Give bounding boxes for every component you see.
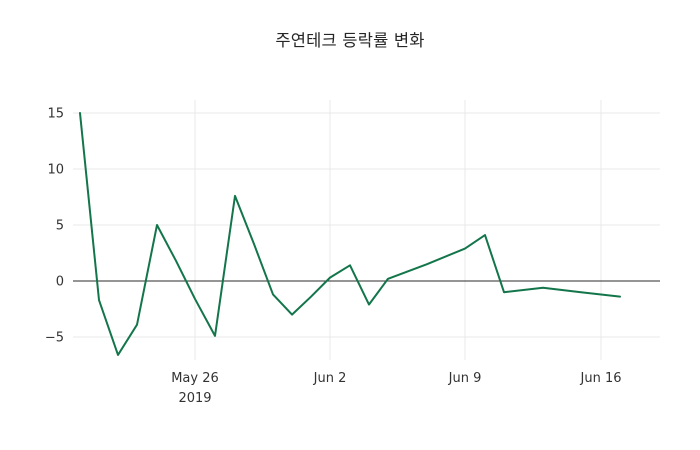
x-axis-tick-labels: May 26 2019 Jun 2 Jun 9 Jun 16 [171,371,621,406]
y-tick-label: 0 [56,275,64,290]
x-tick-label: Jun 9 [448,371,482,386]
y-tick-label: −5 [45,331,64,346]
y-tick-label: 15 [47,107,64,122]
chart-title: 주연테크 등락률 변화 [275,31,425,50]
x-tick-label: May 26 [171,371,219,386]
y-axis-tick-labels: 15 10 5 0 −5 [45,107,64,346]
gridlines-group [73,100,660,360]
x-tick-label: Jun 16 [580,371,622,386]
x-tick-year-label: 2019 [178,391,211,406]
y-tick-label: 5 [56,219,64,234]
y-tick-label: 10 [47,163,64,178]
data-series-line [79,112,621,356]
series-line-등락률 [79,112,621,356]
x-tick-label: Jun 2 [313,371,347,386]
